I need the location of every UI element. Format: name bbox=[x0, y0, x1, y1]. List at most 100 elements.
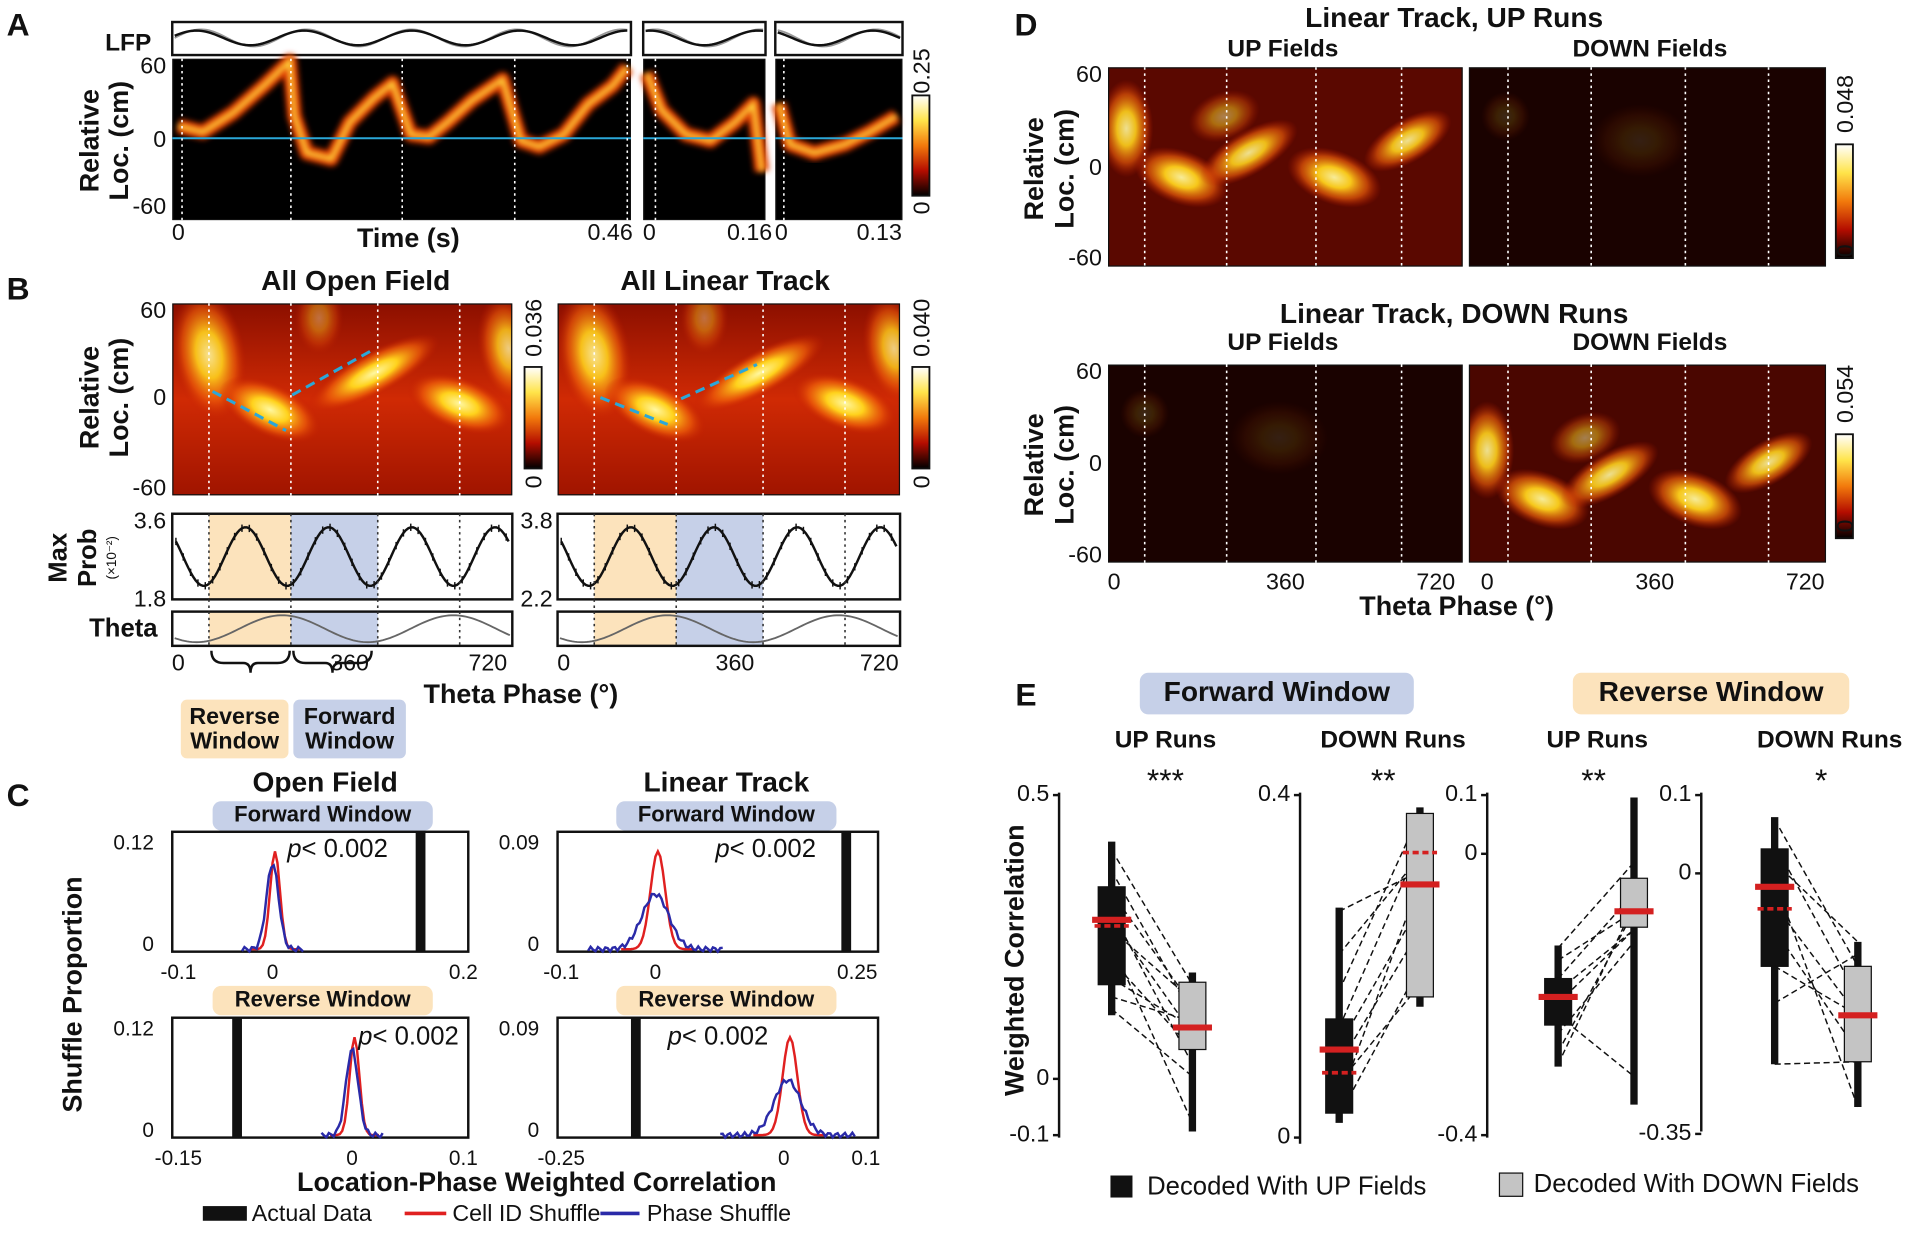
label: 0 bbox=[1832, 519, 1858, 532]
heatmap bbox=[172, 303, 513, 496]
label: 0.1 bbox=[1445, 780, 1477, 806]
label: (×10⁻²) bbox=[104, 536, 119, 579]
label: 0 bbox=[650, 961, 662, 984]
p-symbol: p bbox=[714, 835, 729, 863]
paired-line bbox=[1111, 849, 1194, 986]
label: *** bbox=[1147, 762, 1184, 798]
label: Reverse Window bbox=[638, 986, 815, 1011]
heatmap bbox=[1108, 364, 1463, 563]
heatmap bbox=[1468, 364, 1827, 563]
forward-shade bbox=[290, 513, 378, 600]
brace bbox=[210, 650, 291, 673]
label: 60 bbox=[140, 297, 166, 323]
label: UP Runs bbox=[1115, 727, 1216, 754]
label: -60 bbox=[1068, 542, 1102, 568]
label: ** bbox=[1581, 762, 1606, 798]
label: 1.8 bbox=[134, 586, 166, 612]
fit-line bbox=[680, 363, 758, 401]
heatmap bbox=[557, 303, 901, 496]
box bbox=[1097, 886, 1126, 986]
label: Weighted Correlation bbox=[999, 824, 1029, 1096]
label: DOWN Runs bbox=[1320, 727, 1465, 754]
legend-swatch bbox=[1498, 1172, 1524, 1197]
theta-frame bbox=[556, 610, 902, 648]
label: Relative bbox=[75, 89, 105, 192]
actual-data-bar bbox=[415, 831, 426, 952]
label: -0.35 bbox=[1639, 1119, 1692, 1145]
theta-curve bbox=[174, 614, 511, 644]
fit-line bbox=[599, 396, 669, 426]
label: 0.4 bbox=[1258, 780, 1290, 806]
heat-blob bbox=[1481, 91, 1531, 141]
heat-blob bbox=[308, 333, 440, 413]
label: Forward Window bbox=[638, 802, 816, 827]
fit-line bbox=[211, 390, 287, 432]
box bbox=[1325, 1018, 1354, 1114]
window-tag bbox=[1139, 672, 1414, 715]
box bbox=[1178, 981, 1207, 1051]
colorbar bbox=[1834, 143, 1854, 260]
label: 360 bbox=[1266, 569, 1305, 595]
forward-shade bbox=[676, 611, 764, 646]
label: 360 bbox=[716, 649, 755, 675]
p-threshold: < 0.002 bbox=[730, 835, 816, 863]
label: Relative bbox=[1019, 117, 1049, 220]
label: 3.8 bbox=[520, 507, 552, 533]
label: 0.040 bbox=[908, 299, 934, 357]
hist-frame bbox=[171, 1016, 470, 1139]
label: 2.2 bbox=[520, 586, 552, 612]
label: Loc. (cm) bbox=[104, 81, 134, 201]
label: -60 bbox=[133, 193, 167, 219]
colorbar bbox=[911, 94, 931, 197]
window-tag bbox=[212, 985, 433, 1016]
label: 0.5 bbox=[1017, 780, 1049, 806]
cell-id-shuffle bbox=[250, 851, 300, 951]
p-symbol: p bbox=[667, 1022, 682, 1050]
p-threshold: < 0.002 bbox=[372, 1022, 458, 1050]
heat-blob bbox=[218, 376, 322, 444]
label: Shuffle Proportion bbox=[58, 876, 88, 1112]
heat-blob bbox=[693, 333, 826, 413]
label: 720 bbox=[860, 649, 899, 675]
panel-label: A bbox=[7, 6, 30, 42]
label: Forward bbox=[304, 703, 396, 729]
label: 0.036 bbox=[521, 299, 547, 357]
heat-blob bbox=[1287, 147, 1382, 208]
label: Phase Shuffle bbox=[647, 1200, 791, 1226]
cell-id-shuffle bbox=[753, 1034, 827, 1137]
box bbox=[1760, 848, 1789, 967]
label: Linear Track, DOWN Runs bbox=[1280, 298, 1629, 329]
label: 0.09 bbox=[499, 1017, 539, 1040]
hist-frame bbox=[556, 1016, 880, 1139]
reverse-shade bbox=[594, 611, 677, 646]
label: Theta Phase (°) bbox=[1359, 591, 1554, 621]
lfp-box bbox=[171, 20, 633, 57]
label: 0 bbox=[778, 1147, 790, 1170]
label: 0 bbox=[528, 1119, 540, 1142]
label: Linear Track bbox=[644, 767, 810, 798]
heat-blob bbox=[1363, 109, 1452, 172]
window-tag bbox=[616, 801, 837, 831]
paired-line bbox=[1557, 910, 1635, 1053]
label: DOWN Fields bbox=[1572, 329, 1727, 356]
cell-id-shuffle bbox=[621, 848, 695, 951]
label: 60 bbox=[140, 52, 166, 78]
actual-data-bar bbox=[232, 1017, 242, 1138]
p-value: p< 0.002 bbox=[667, 1022, 769, 1050]
label: 0 bbox=[775, 219, 788, 245]
theta-curve bbox=[559, 614, 898, 644]
label: 60 bbox=[1076, 61, 1102, 87]
lfp-box bbox=[641, 20, 767, 57]
label: Decoded With DOWN Fields bbox=[1534, 1170, 1859, 1198]
label: Window bbox=[305, 728, 395, 754]
phase-shuffle bbox=[720, 1078, 856, 1140]
p-value: p< 0.002 bbox=[714, 835, 816, 863]
window-tag bbox=[616, 985, 837, 1016]
lfp-filtered bbox=[777, 29, 901, 47]
paired-line bbox=[1774, 819, 1859, 967]
heat-blob bbox=[294, 303, 344, 355]
colorbar bbox=[523, 366, 543, 470]
actual-data-bar bbox=[841, 831, 852, 952]
heat-blob bbox=[679, 303, 729, 355]
